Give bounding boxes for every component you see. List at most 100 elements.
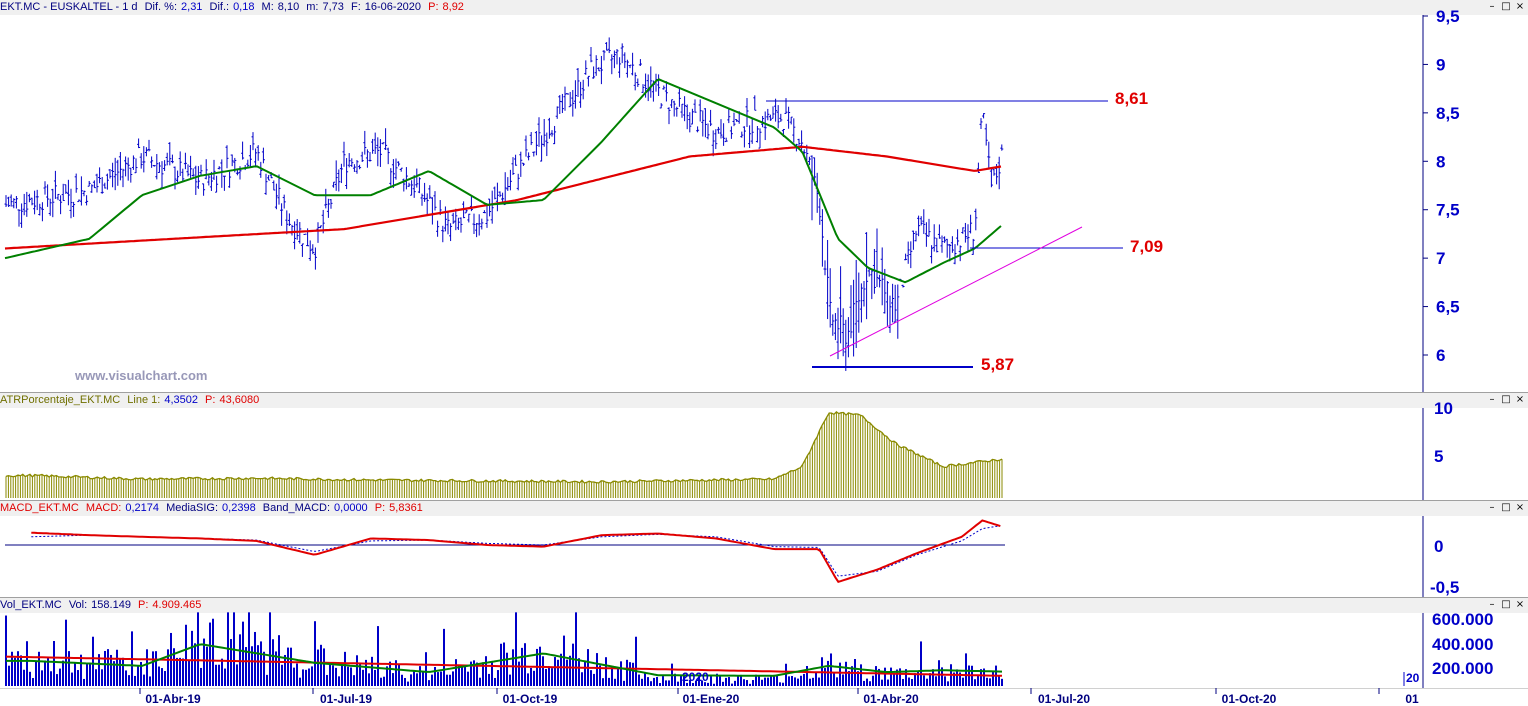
price-bar [792, 118, 796, 143]
price-bar [313, 247, 317, 270]
price-bar [493, 186, 497, 200]
vol-name: Vol_EKT.MC [0, 599, 62, 611]
price-bar [147, 139, 151, 152]
price-bar [311, 244, 315, 255]
price-bar [82, 190, 86, 197]
price-bar [277, 174, 281, 205]
price-bar [891, 283, 895, 323]
price-bar [675, 106, 679, 117]
price-bar [399, 167, 403, 172]
price-bar [753, 95, 757, 111]
price-bar [290, 224, 294, 236]
price-bar [425, 193, 429, 215]
price-bar [888, 295, 892, 333]
vol-label: Vol: [68, 599, 88, 611]
price-bar [911, 230, 915, 250]
price-bar [823, 260, 827, 276]
symbol-label: EKT.MC - EUSKALTEL - 1 d [0, 1, 138, 13]
price-bar [589, 47, 593, 63]
price-bar [433, 191, 437, 211]
price-bar [901, 284, 905, 288]
price-bar [623, 52, 627, 69]
macd-label: MACD: [85, 502, 122, 514]
restore-icon[interactable]: □ [1501, 394, 1511, 405]
atr-chart: 10 5 [5, 399, 1453, 500]
close-icon[interactable]: × [1515, 394, 1525, 405]
ma-long-line [4, 145, 1002, 250]
price-bar [488, 198, 492, 217]
price-pane[interactable]: EKT.MC - EUSKALTEL - 1 d Dif. %: 2,31 Dif… [0, 0, 1528, 392]
restore-icon[interactable]: □ [1501, 502, 1511, 513]
price-bar [768, 114, 772, 121]
price-bar [459, 217, 463, 233]
price-bar [893, 284, 897, 323]
price-bar [599, 55, 603, 85]
ma-short-line [4, 78, 1002, 284]
price-bar [428, 185, 432, 199]
vol-tick-200k: 200.000 [1432, 659, 1493, 678]
price-bar [984, 123, 988, 146]
price-bar [212, 159, 216, 180]
price-bar [22, 193, 26, 216]
minimize-icon[interactable]: – [1489, 599, 1495, 610]
price-bar [423, 182, 427, 202]
price-bars [4, 37, 1004, 371]
price-bar [69, 188, 73, 219]
volume-pane-header: Vol_EKT.MC Vol: 158.149 P: 4.909.465 [0, 598, 1528, 613]
pane-separator[interactable] [0, 597, 1528, 598]
price-bar [503, 172, 507, 206]
price-bar [373, 132, 377, 154]
dif-pct-label: Dif. %: [144, 1, 178, 13]
price-bar [53, 170, 57, 199]
price-bar [25, 191, 29, 217]
price-bar [979, 118, 983, 130]
pane-separator[interactable] [0, 392, 1528, 393]
close-icon[interactable]: × [1515, 502, 1525, 513]
price-bar [191, 168, 195, 177]
close-icon[interactable]: × [1515, 599, 1525, 610]
price-bar [77, 199, 81, 203]
price-bar [826, 239, 830, 320]
close-icon[interactable]: × [1515, 1, 1525, 12]
price-bar [170, 154, 174, 164]
price-bar [839, 266, 843, 344]
price-bar [215, 175, 219, 193]
minimize-icon[interactable]: – [1489, 394, 1495, 405]
volume-pane[interactable]: Vol_EKT.MC Vol: 158.149 P: 4.909.465 – □ ×… [0, 598, 1528, 688]
price-bar [352, 164, 356, 172]
price-bar [475, 222, 479, 238]
macd-pane[interactable]: MACD_EKT.MC MACD: 0,2174 MediaSIG: 0,2398 … [0, 501, 1528, 597]
minimize-icon[interactable]: – [1489, 1, 1495, 12]
restore-icon[interactable]: □ [1501, 1, 1511, 12]
price-bar [974, 208, 978, 231]
minimize-icon[interactable]: – [1489, 502, 1495, 513]
price-bar [841, 308, 845, 357]
price-bar [742, 126, 746, 148]
price-bar [576, 68, 580, 97]
price-bar [358, 164, 362, 170]
price-bar [4, 195, 8, 207]
atr-p-value: 43,6080 [219, 394, 260, 406]
atr-pane[interactable]: ATRPorcentaje_EKT.MC Line 1: 4,3502 P: 43,… [0, 393, 1528, 500]
price-bar [300, 243, 304, 257]
price-bar [347, 153, 351, 168]
price-bar [456, 217, 460, 230]
price-bar [828, 268, 832, 328]
price-bar [477, 214, 481, 236]
price-bar [615, 48, 619, 65]
price-bar [545, 132, 549, 157]
price-y-ticks: 9,5 9 8,5 8 7,5 7 6,5 6 [1423, 7, 1460, 365]
volume-pane-window-buttons: – □ × [1486, 599, 1526, 611]
price-bar [420, 193, 424, 206]
price-bar [992, 168, 996, 176]
macd-tick-0: 0 [1434, 537, 1443, 556]
price-bar [66, 179, 70, 206]
price-bar [511, 157, 515, 176]
dif-label: Dif.: [209, 1, 230, 13]
price-bar [384, 128, 388, 150]
restore-icon[interactable]: □ [1501, 599, 1511, 610]
price-bar [183, 152, 187, 170]
pane-separator[interactable] [0, 500, 1528, 501]
macd-p-value: 5,8361 [389, 502, 423, 514]
price-bar [241, 141, 245, 160]
